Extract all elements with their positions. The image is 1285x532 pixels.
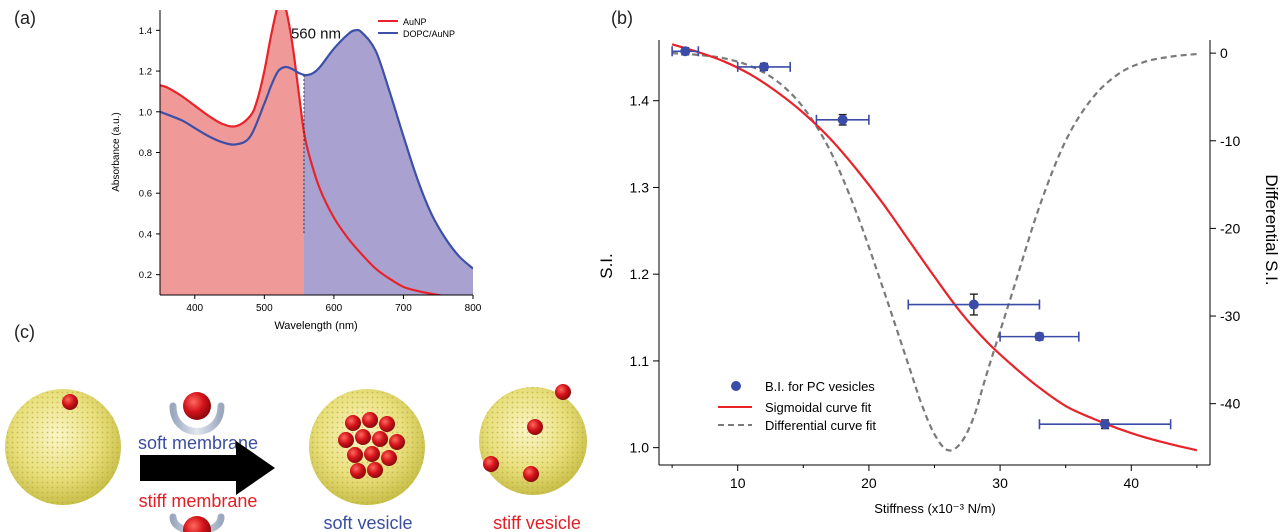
x-tick-label: 600	[326, 303, 343, 314]
data-point	[671, 46, 700, 57]
y2-tick-label: -10	[1220, 133, 1240, 149]
y-axis-label: Absorbance (a.u.)	[111, 112, 122, 192]
stiff-vesicle-label: stiff vesicle	[493, 513, 581, 532]
legend: B.I. for PC vesicles Sigmoidal curve fit…	[718, 379, 876, 433]
legend-label-points: B.I. for PC vesicles	[765, 379, 875, 394]
y-tick-label: 1.3	[630, 179, 650, 195]
data-point	[736, 61, 791, 72]
area-fill-dopc	[303, 29, 473, 295]
y-tick-label: 0.8	[139, 148, 152, 159]
annotation-560nm: 560 nm	[291, 26, 341, 43]
panel-label-a: (a)	[14, 8, 36, 28]
x-tick-label: 700	[395, 303, 412, 314]
stiffness-chart: 10 20 30 40 1.0 1.1 1.2 1.3 1.4 0 -10 -20 -30 -40 S…	[600, 40, 1281, 516]
nanoparticle	[62, 394, 78, 410]
soft-vesicle-label: soft vesicle	[323, 513, 412, 532]
series-line-dopc	[160, 28, 473, 270]
series-line-aunp	[160, 10, 446, 295]
soft-membrane-wrap-icon	[169, 392, 225, 435]
x-tick-label: 20	[861, 475, 877, 491]
data-point	[999, 331, 1080, 342]
arrow-icon	[140, 441, 275, 495]
y-axis-label: S.I.	[600, 253, 616, 279]
y2-tick-label: -40	[1220, 396, 1240, 412]
panel-label-b: (b)	[611, 8, 633, 28]
legend-swatch-points	[731, 381, 741, 391]
x-tick-label: 800	[465, 303, 482, 314]
y-tick-label: 1.0	[139, 107, 152, 118]
y-tick-label: 0.2	[139, 270, 152, 281]
x-axis-label: Stiffness (x10⁻³ N/m)	[874, 501, 995, 516]
x-axis-label: Wavelength (nm)	[274, 320, 357, 332]
stiff-membrane-label: stiff membrane	[139, 491, 258, 511]
soft-membrane-label: soft membrane	[138, 433, 258, 453]
vesicle-initial	[5, 389, 121, 505]
y-tick-label: 1.2	[630, 266, 650, 282]
x-tick-label: 400	[186, 303, 203, 314]
differential-curve	[672, 52, 1197, 452]
y2-tick-label: -20	[1220, 220, 1240, 236]
vesicle-schematic: soft membrane stiff membrane soft vesicl…	[5, 384, 587, 532]
legend-label-aunp: AuNP	[403, 17, 427, 27]
absorbance-chart: 560 nm 400 500 600 700 800 0.2 0.4 0.6 0.8 1.0 1.…	[111, 10, 482, 332]
y-tick-label: 1.0	[630, 440, 650, 456]
area-fill-aunp	[160, 10, 305, 295]
x-tick-label: 30	[992, 475, 1008, 491]
x-tick-label: 500	[256, 303, 273, 314]
legend-label-dopc: DOPC/AuNP	[403, 29, 455, 39]
y-tick-label: 0.6	[139, 189, 152, 200]
stiff-membrane-wrap-icon	[169, 513, 225, 532]
y-tick-label: 1.1	[630, 353, 650, 369]
y2-tick-label: -30	[1220, 308, 1240, 324]
stiff-vesicle-graphic	[479, 384, 587, 495]
y-tick-label: 1.4	[630, 93, 650, 109]
y2-tick-label: 0	[1220, 45, 1228, 61]
data-point	[1038, 419, 1172, 430]
y-tick-label: 1.2	[139, 67, 152, 78]
legend-label-sigmoid: Sigmoidal curve fit	[765, 400, 872, 415]
x-tick-label: 40	[1123, 475, 1139, 491]
soft-vesicle-graphic	[309, 389, 425, 505]
y-tick-label: 0.4	[139, 229, 152, 240]
sigmoid-curve	[671, 43, 1198, 452]
legend-label-differential: Differential curve fit	[765, 418, 876, 433]
legend: AuNP DOPC/AuNP	[378, 17, 455, 39]
panel-label-c: (c)	[14, 322, 35, 342]
data-point	[907, 293, 1041, 316]
data-point	[815, 113, 870, 126]
x-tick-label: 10	[730, 475, 746, 491]
y2-axis-label: Differential S.I.	[1262, 174, 1281, 285]
y-tick-label: 1.4	[139, 26, 152, 37]
